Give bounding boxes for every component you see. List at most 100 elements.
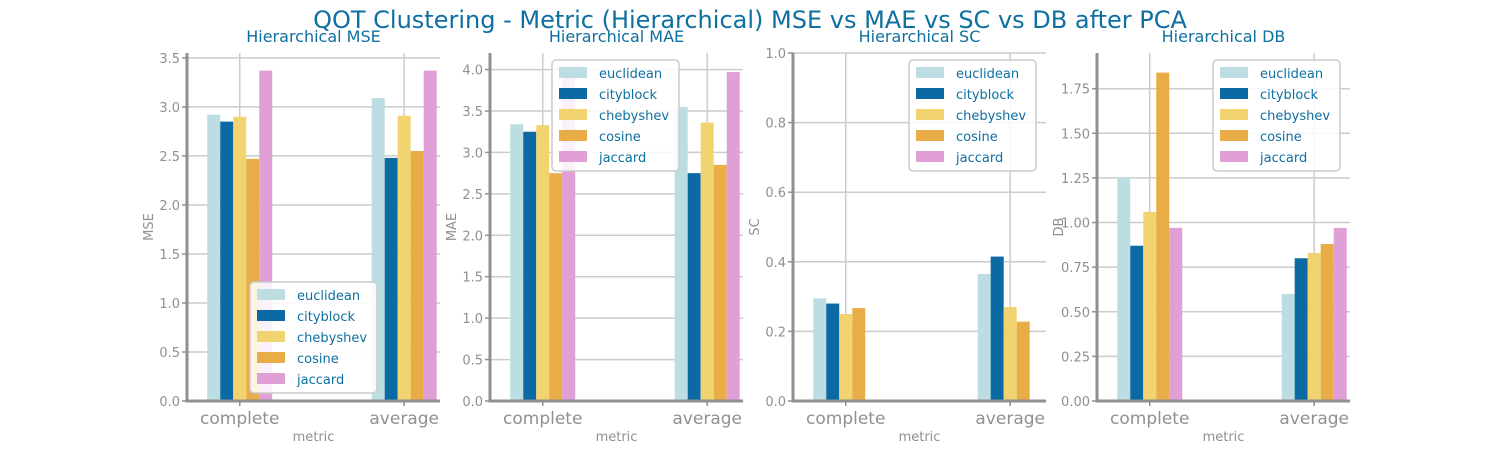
figure-suptitle: QOT Clustering - Metric (Hierarchical) M… xyxy=(313,6,1187,34)
legend-label-jaccard: jaccard xyxy=(955,151,1003,166)
panel-title: Hierarchical MAE xyxy=(549,27,684,46)
x-tick-label: average xyxy=(672,409,742,429)
bar-cityblock-complete xyxy=(1130,245,1144,401)
legend-swatch-cosine xyxy=(257,352,285,363)
y-tick-label: 3.5 xyxy=(159,52,180,67)
legend-swatch-cityblock xyxy=(1220,88,1248,99)
y-tick-label: 1.00 xyxy=(1061,217,1090,232)
bar-cityblock-complete xyxy=(826,303,840,401)
bar-chebyshev-complete xyxy=(233,116,247,401)
bar-cosine-complete xyxy=(1156,72,1170,401)
legend: euclidean cityblock chebyshev cosine jaccard xyxy=(249,281,378,394)
y-tick-label: 0.0 xyxy=(462,395,483,410)
x-axis-label: metric xyxy=(596,430,638,445)
legend-swatch-cosine xyxy=(916,130,944,141)
legend-label-cityblock: cityblock xyxy=(297,310,356,325)
y-tick-label: 0.2 xyxy=(765,325,786,340)
y-tick-label: 2.0 xyxy=(462,229,483,244)
x-tick-label: complete xyxy=(1110,409,1189,429)
bar-chebyshev-average xyxy=(700,122,714,401)
x-axis-label: metric xyxy=(1203,430,1245,445)
legend-frame xyxy=(1212,59,1341,172)
bar-chebyshev-average xyxy=(1003,307,1017,401)
legend-label-chebyshev: chebyshev xyxy=(297,331,367,346)
bar-jaccard-complete xyxy=(1169,227,1183,401)
legend-swatch-euclidean xyxy=(916,67,944,78)
y-axis-label: DB xyxy=(1052,218,1067,237)
bar-euclidean-complete xyxy=(813,298,827,401)
legend: euclidean cityblock chebyshev cosine jaccard xyxy=(908,59,1037,172)
bar-chebyshev-complete xyxy=(1143,211,1157,401)
legend-label-cityblock: cityblock xyxy=(599,88,658,103)
y-tick-label: 0.00 xyxy=(1061,395,1090,410)
y-tick-label: 2.0 xyxy=(159,199,180,214)
bar-cityblock-complete xyxy=(220,121,234,401)
legend-label-jaccard: jaccard xyxy=(1259,151,1307,166)
legend-label-cosine: cosine xyxy=(956,130,998,145)
panel-title: Hierarchical MSE xyxy=(246,27,381,46)
chart-panel-4: 0.00 0.25 0.50 0.75 1.00 1.25 1.50 1.75 complete… xyxy=(1052,27,1350,445)
bar-cityblock-average xyxy=(1294,258,1308,401)
y-tick-label: 2.5 xyxy=(462,188,483,203)
legend-swatch-chebyshev xyxy=(257,331,285,342)
bar-cosine-average xyxy=(1320,243,1334,401)
bar-euclidean-complete xyxy=(1117,177,1131,401)
legend-label-jaccard: jaccard xyxy=(598,151,646,166)
bar-jaccard-average xyxy=(423,70,437,401)
legend-label-euclidean: euclidean xyxy=(956,67,1019,82)
y-tick-label: 3.0 xyxy=(462,146,483,161)
legend-label-euclidean: euclidean xyxy=(1260,67,1323,82)
y-tick-label: 0.0 xyxy=(159,395,180,410)
y-tick-label: 1.50 xyxy=(1061,127,1090,142)
legend-swatch-jaccard xyxy=(257,373,285,384)
legend-swatch-euclidean xyxy=(559,67,587,78)
y-tick-label: 0.25 xyxy=(1061,350,1090,365)
x-axis-label: metric xyxy=(293,430,335,445)
legend-swatch-chebyshev xyxy=(916,109,944,120)
y-tick-label: 0.6 xyxy=(765,186,786,201)
bar-cityblock-average xyxy=(687,173,701,401)
legend-label-cosine: cosine xyxy=(1260,130,1302,145)
bar-chebyshev-average xyxy=(1307,252,1321,401)
bar-chebyshev-average xyxy=(397,115,411,401)
x-tick-label: average xyxy=(369,409,439,429)
bar-euclidean-average xyxy=(674,106,688,401)
y-tick-label: 0.75 xyxy=(1061,261,1090,276)
y-tick-label: 1.0 xyxy=(765,47,786,62)
legend-swatch-jaccard xyxy=(559,151,587,162)
y-tick-label: 2.5 xyxy=(159,150,180,165)
bar-cityblock-average xyxy=(384,157,398,401)
x-tick-label: average xyxy=(975,409,1045,429)
y-tick-label: 0.0 xyxy=(765,395,786,410)
y-tick-label: 0.4 xyxy=(765,256,786,271)
y-tick-label: 1.0 xyxy=(159,297,180,312)
legend-label-cosine: cosine xyxy=(297,352,339,367)
legend-label-euclidean: euclidean xyxy=(599,67,662,82)
y-axis-label: MSE xyxy=(142,213,157,241)
bar-euclidean-complete xyxy=(510,124,524,401)
legend-swatch-chebyshev xyxy=(559,109,587,120)
y-tick-label: 0.8 xyxy=(765,117,786,132)
y-tick-label: 4.0 xyxy=(462,64,483,79)
legend-frame xyxy=(551,59,680,172)
legend-swatch-jaccard xyxy=(1220,151,1248,162)
chart-panel-1: 0.0 0.5 1.0 1.5 2.0 2.5 3.0 3.5 complete average H… xyxy=(142,27,440,445)
legend-frame xyxy=(249,281,378,394)
bar-cosine-complete xyxy=(852,308,866,401)
y-tick-label: 3.0 xyxy=(159,101,180,116)
legend-swatch-cosine xyxy=(559,130,587,141)
legend-label-cityblock: cityblock xyxy=(1260,88,1319,103)
legend-swatch-jaccard xyxy=(916,151,944,162)
y-tick-label: 0.5 xyxy=(462,354,483,369)
legend-label-cosine: cosine xyxy=(599,130,641,145)
y-tick-label: 1.5 xyxy=(159,248,180,263)
bar-cityblock-average xyxy=(990,256,1004,401)
bar-euclidean-average xyxy=(977,273,991,401)
legend-label-chebyshev: chebyshev xyxy=(599,109,669,124)
bar-cityblock-complete xyxy=(523,131,537,401)
legend-label-chebyshev: chebyshev xyxy=(1260,109,1330,124)
legend-label-jaccard: jaccard xyxy=(296,373,344,388)
legend-swatch-chebyshev xyxy=(1220,109,1248,120)
legend-swatch-euclidean xyxy=(257,289,285,300)
